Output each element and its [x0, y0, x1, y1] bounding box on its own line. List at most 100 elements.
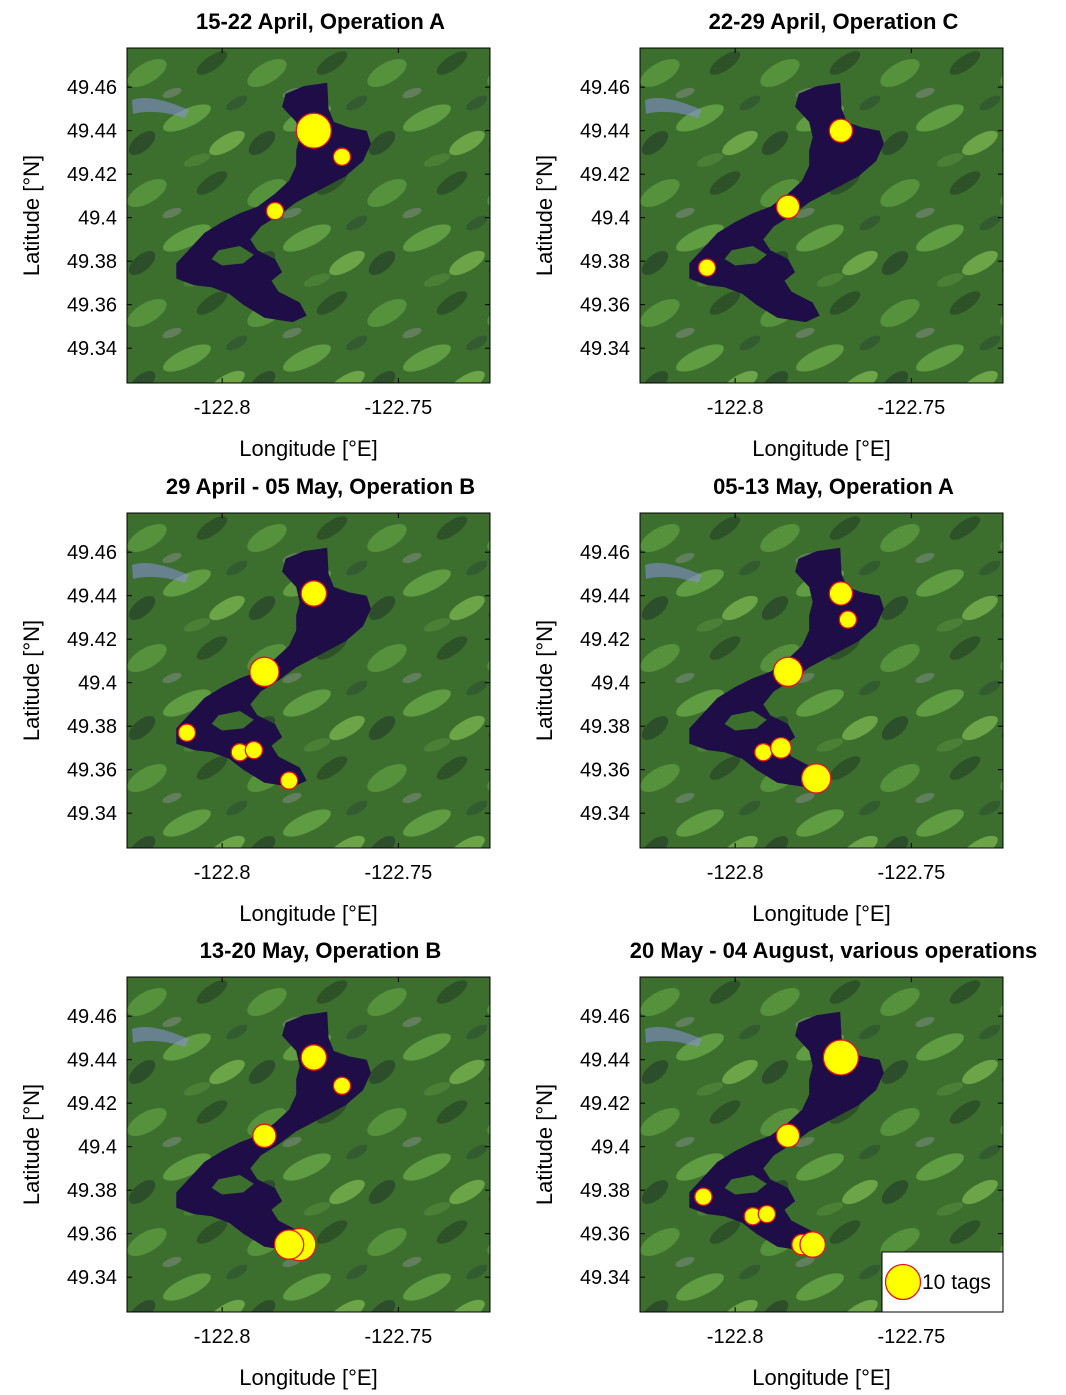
y-tick-label: 49.42: [580, 629, 630, 651]
tag-marker: [295, 112, 332, 149]
y-tick-label: 49.42: [67, 164, 117, 186]
y-tick-label: 49.46: [580, 77, 630, 99]
y-tick-label: 49.42: [580, 1093, 630, 1115]
y-axis-label: Latitude [°N]: [532, 1084, 557, 1205]
x-tick-label: -122.8: [707, 1326, 764, 1348]
x-tick-label: -122.75: [364, 397, 432, 419]
y-tick-label: 49.36: [67, 760, 117, 782]
x-tick-label: -122.75: [364, 862, 432, 884]
y-tick-label: 49.44: [67, 586, 117, 608]
y-axis-label: Latitude [°N]: [19, 620, 44, 741]
y-tick-label: 49.42: [67, 629, 117, 651]
x-axis-label: Longitude [°E]: [752, 436, 890, 461]
y-tick-label: 49.44: [67, 1050, 117, 1072]
tag-marker: [332, 1076, 352, 1096]
x-tick-label: -122.8: [707, 862, 764, 884]
y-tick-label: 49.44: [580, 1050, 630, 1072]
axes-frame: [639, 976, 1004, 1313]
y-tick-label: 49.34: [580, 803, 630, 825]
snow-patch: [645, 98, 702, 118]
y-tick-label: 49.38: [580, 716, 630, 738]
plot-area: [127, 513, 490, 848]
tag-marker: [822, 1039, 860, 1076]
x-tick-label: -122.8: [194, 397, 251, 419]
island: [724, 246, 767, 266]
tag-marker: [800, 763, 832, 794]
y-tick-label: 49.4: [591, 673, 630, 695]
chart-panel-5: 49.34 49.36 49.38 49.4 49.42 49.44 49.46 -122.8…: [19, 938, 491, 1390]
tag-marker: [775, 1123, 801, 1149]
x-tick-label: -122.75: [877, 862, 945, 884]
y-tick-label: 49.36: [580, 295, 630, 317]
y-tick-label: 49.38: [580, 251, 630, 273]
y-tick-label: 49.44: [67, 121, 117, 143]
tag-marker: [828, 118, 854, 143]
y-tick-label: 49.36: [580, 1224, 630, 1246]
chart-panel-2: 49.34 49.36 49.38 49.4 49.42 49.44 49.46 -122.8…: [532, 9, 1004, 461]
x-axis-label: Longitude [°E]: [239, 1365, 377, 1390]
island: [724, 711, 767, 731]
plot-area: [640, 513, 1003, 848]
tag-marker: [273, 1229, 305, 1260]
island: [211, 1175, 254, 1195]
y-tick-label: 49.4: [591, 1137, 630, 1159]
y-tick-label: 49.36: [67, 1224, 117, 1246]
y-tick-label: 49.34: [67, 803, 117, 825]
plot-area: [640, 48, 1003, 383]
x-tick-label: -122.8: [194, 862, 251, 884]
y-tick-label: 49.46: [67, 1006, 117, 1028]
tag-marker: [775, 194, 801, 220]
tag-marker: [177, 723, 197, 742]
chart-panel-4: 49.34 49.36 49.38 49.4 49.42 49.44 49.46 -122.8…: [532, 474, 1004, 926]
chart-panel-3: 49.34 49.36 49.38 49.4 49.42 49.44 49.46 -122.8…: [19, 474, 491, 926]
legend-marker: [884, 1263, 922, 1301]
tag-marker: [828, 581, 854, 606]
y-tick-label: 49.34: [67, 338, 117, 360]
y-tick-label: 49.4: [78, 1137, 117, 1159]
y-axis-label: Latitude [°N]: [19, 1084, 44, 1205]
tag-marker: [265, 201, 285, 221]
snow-patch: [132, 1027, 189, 1047]
tag-marker: [697, 258, 717, 277]
x-tick-label: -122.8: [194, 1326, 251, 1348]
axes-frame: [126, 976, 491, 1313]
x-tick-label: -122.75: [877, 397, 945, 419]
chart-title: 22-29 April, Operation C: [709, 9, 959, 34]
y-tick-label: 49.38: [67, 251, 117, 273]
island: [211, 711, 254, 731]
y-axis-label: Latitude [°N]: [19, 155, 44, 276]
y-tick-label: 49.44: [580, 121, 630, 143]
x-tick-label: -122.75: [877, 1326, 945, 1348]
chart-title: 29 April - 05 May, Operation B: [166, 474, 475, 499]
island: [211, 246, 254, 266]
y-tick-label: 49.34: [67, 1267, 117, 1289]
tag-marker: [799, 1231, 827, 1258]
tag-marker: [772, 656, 804, 688]
x-axis-label: Longitude [°E]: [239, 901, 377, 926]
tag-marker: [300, 1044, 328, 1071]
y-tick-label: 49.4: [591, 208, 630, 230]
tag-marker: [754, 743, 773, 762]
y-tick-label: 49.36: [67, 295, 117, 317]
y-axis-label: Latitude [°N]: [532, 620, 557, 741]
tag-marker: [332, 147, 352, 167]
y-tick-label: 49.46: [580, 1006, 630, 1028]
y-tick-label: 49.38: [67, 716, 117, 738]
axes-frame: [639, 47, 1004, 384]
axes-frame: [126, 512, 491, 849]
tag-marker: [252, 1123, 277, 1149]
snow-patch: [132, 563, 189, 583]
chart-panel-6: 49.34 49.36 49.38 49.4 49.42 49.44 49.46 -122.8…: [532, 938, 1037, 1390]
tag-marker: [300, 580, 328, 607]
legend: 10 tags: [881, 1251, 1004, 1313]
chart-panel-1: 49.34 49.36 49.38 49.4 49.42 49.44 49.46 -122.8…: [19, 9, 491, 461]
y-tick-label: 49.38: [67, 1180, 117, 1202]
y-tick-label: 49.46: [67, 542, 117, 564]
tag-marker: [757, 1204, 777, 1224]
chart-title: 15-22 April, Operation A: [196, 9, 445, 34]
island: [724, 1175, 767, 1195]
tag-marker: [249, 656, 280, 688]
x-axis-label: Longitude [°E]: [752, 901, 890, 926]
y-tick-label: 49.34: [580, 1267, 630, 1289]
tag-marker: [279, 771, 299, 790]
